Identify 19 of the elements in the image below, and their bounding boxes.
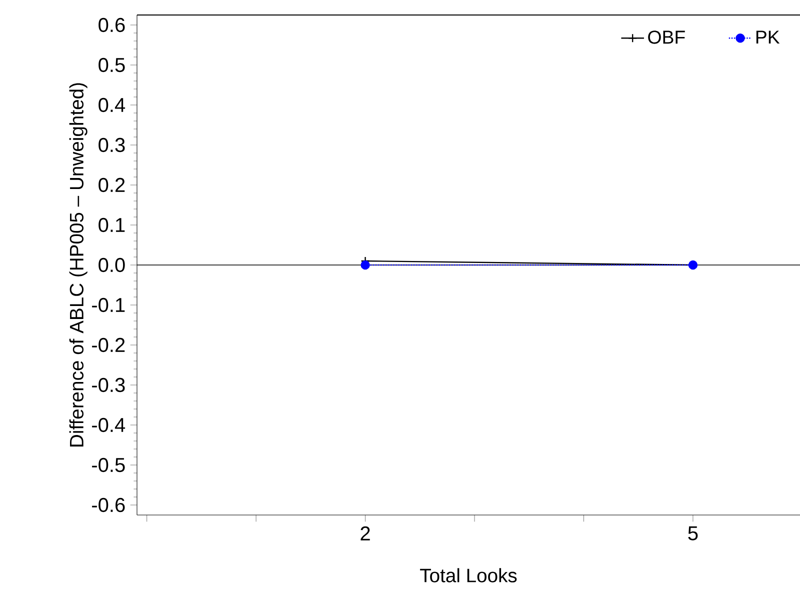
y-tick-label: 0.4 [98,98,126,112]
y-tick-label: -0.3 [92,378,125,392]
legend-label: PK [756,30,780,44]
y-tick-label: 0.2 [98,178,125,192]
y-tick-label: -0.1 [92,298,125,312]
y-tick-label: 0.5 [98,58,125,72]
y-tick-label: -0.4 [92,418,126,432]
y-tick-label: 0.6 [98,18,125,32]
x-tick-label: 5 [688,526,698,540]
y-tick-label: -0.5 [92,458,125,472]
y-tick-label: 0.3 [98,138,125,152]
y-tick-label: -0.6 [92,498,125,512]
y-axis-title: Difference of ABLC (HP005 – Unweighted) [69,83,88,446]
x-tick-label: 2 [360,526,370,540]
x-axis-title: Total Looks [420,568,517,582]
y-tick-label: 0.0 [98,258,125,272]
legend-label: OBF [648,30,685,44]
y-tick-label: -0.2 [92,338,125,352]
y-tick-label: 0.1 [98,218,125,232]
